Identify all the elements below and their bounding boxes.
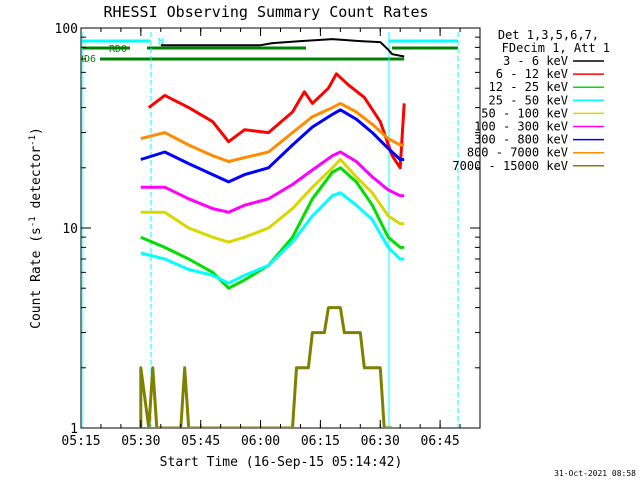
series-line-6: [140, 108, 405, 184]
legend-header-line1: Det 1,3,5,6,7,: [498, 28, 599, 42]
legend-label-4: 50 - 100 keV: [481, 106, 568, 120]
legend-label-3: 25 - 50 keV: [489, 93, 568, 107]
legend-label-5: 100 - 300 keV: [474, 120, 568, 134]
legend: Det 1,3,5,6,7, FDecim 1, Att 1 3 - 6 keV…: [452, 28, 610, 173]
legend-label-2: 12 - 25 keV: [489, 80, 568, 94]
legend-label-1: 6 - 12 keV: [496, 67, 568, 81]
x-tick-label: 06:45: [421, 434, 460, 449]
night-label: N: [158, 37, 164, 48]
series-line-0: [160, 38, 405, 58]
series-line-4: [140, 158, 405, 244]
legend-label-7: 800 - 7000 keV: [467, 146, 568, 160]
series-line-7: [140, 101, 405, 163]
series-layer: [139, 38, 406, 427]
y-tick-label: 10: [62, 222, 78, 237]
x-tick-label: 06:15: [301, 434, 340, 449]
orbit-overlay: N RD0 RD6: [78, 32, 459, 427]
y-axis-label: Count Rate (s-1 detector-1): [28, 127, 44, 329]
legend-label-6: 300 - 800 keV: [474, 133, 568, 147]
x-tick-label: 05:45: [181, 434, 220, 449]
series-line-5: [140, 150, 405, 214]
legend-label-0: 3 - 6 keV: [503, 54, 568, 68]
x-axis-label: Start Time (16-Sep-15 05:14:42): [160, 455, 403, 470]
x-tick-label: 05:15: [61, 434, 100, 449]
legend-header-line2: FDecim 1, Att 1: [502, 41, 610, 55]
x-axis: 05:15 05:30 05:45 06:00 06:15 06:30 06:45: [61, 28, 481, 449]
series-line-1: [147, 72, 406, 170]
series-line-8: [139, 306, 393, 427]
y-tick-label: 1: [70, 422, 78, 437]
legend-label-8: 7000 - 15000 keV: [452, 159, 568, 173]
y-axis: 1 10 100: [55, 22, 480, 437]
x-tick-label: 06:00: [241, 434, 280, 449]
footer-timestamp: 31-Oct-2021 08:58: [554, 469, 636, 478]
x-tick-label: 06:30: [361, 434, 400, 449]
series-line-3: [140, 191, 405, 285]
x-tick-label: 05:30: [121, 434, 160, 449]
y-tick-label: 100: [55, 22, 78, 37]
series-line-2: [140, 166, 405, 290]
chart-title: RHESSI Observing Summary Count Rates: [103, 3, 428, 21]
rd6-label: RD6: [78, 54, 96, 65]
rd0-label: RD0: [109, 44, 127, 55]
